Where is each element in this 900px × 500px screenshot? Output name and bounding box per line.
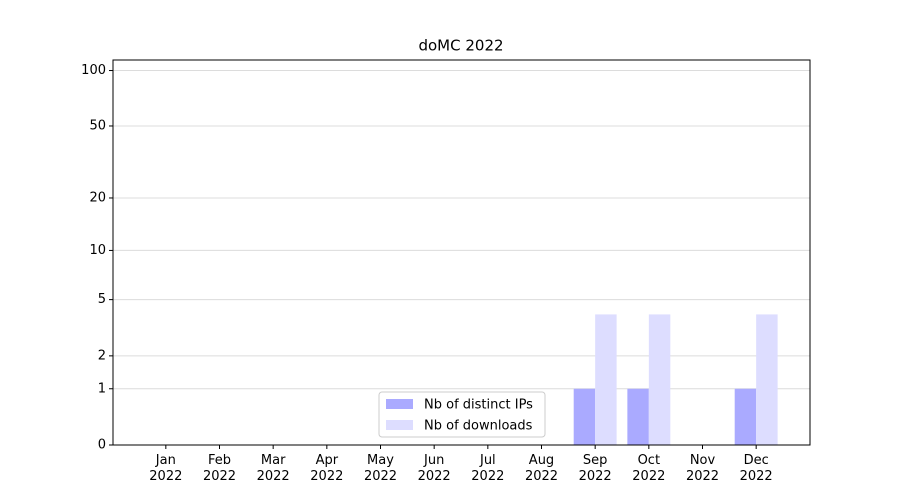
x-tick-label: Nov 2022 (685, 453, 720, 484)
x-tick-label: Jun 2022 (417, 453, 451, 484)
chart-title: doMC 2022 (418, 37, 503, 55)
bar (573, 388, 596, 445)
y-tick-label: 1 (98, 381, 106, 396)
bar (627, 388, 649, 445)
x-tick-label: Oct 2022 (632, 453, 666, 484)
y-tick-label: 0 (98, 438, 106, 453)
legend: Nb of distinct IPs Nb of downloads (378, 391, 546, 438)
x-tick-label: May 2022 (363, 453, 398, 484)
legend-swatch (386, 420, 413, 430)
y-tick-label: 20 (89, 190, 106, 205)
x-tick-label: Sep 2022 (578, 453, 612, 484)
x-tick-label: Aug 2022 (524, 453, 559, 484)
bar (648, 314, 671, 445)
y-tick-label: 10 (89, 243, 106, 258)
plot-frame (112, 59, 811, 446)
y-tick-label: 5 (98, 292, 106, 307)
legend-label: Nb of distinct IPs (424, 398, 533, 413)
y-tick-label: 50 (89, 118, 106, 133)
x-tick-label: Jan 2022 (149, 453, 183, 484)
x-tick-label: Apr 2022 (310, 453, 344, 484)
x-tick-label: Jul 2022 (471, 453, 505, 484)
y-tick-label: 2 (98, 348, 106, 363)
x-tick-label: Feb 2022 (202, 453, 237, 484)
x-tick-label: Mar 2022 (256, 453, 290, 484)
bar (756, 314, 778, 445)
legend-swatch (386, 399, 413, 409)
x-tick-label: Dec 2022 (739, 453, 773, 484)
legend-frame (378, 391, 546, 438)
bar (734, 388, 757, 445)
legend-label: Nb of downloads (424, 419, 533, 434)
bar (595, 314, 617, 445)
y-tick-label: 100 (81, 63, 106, 78)
